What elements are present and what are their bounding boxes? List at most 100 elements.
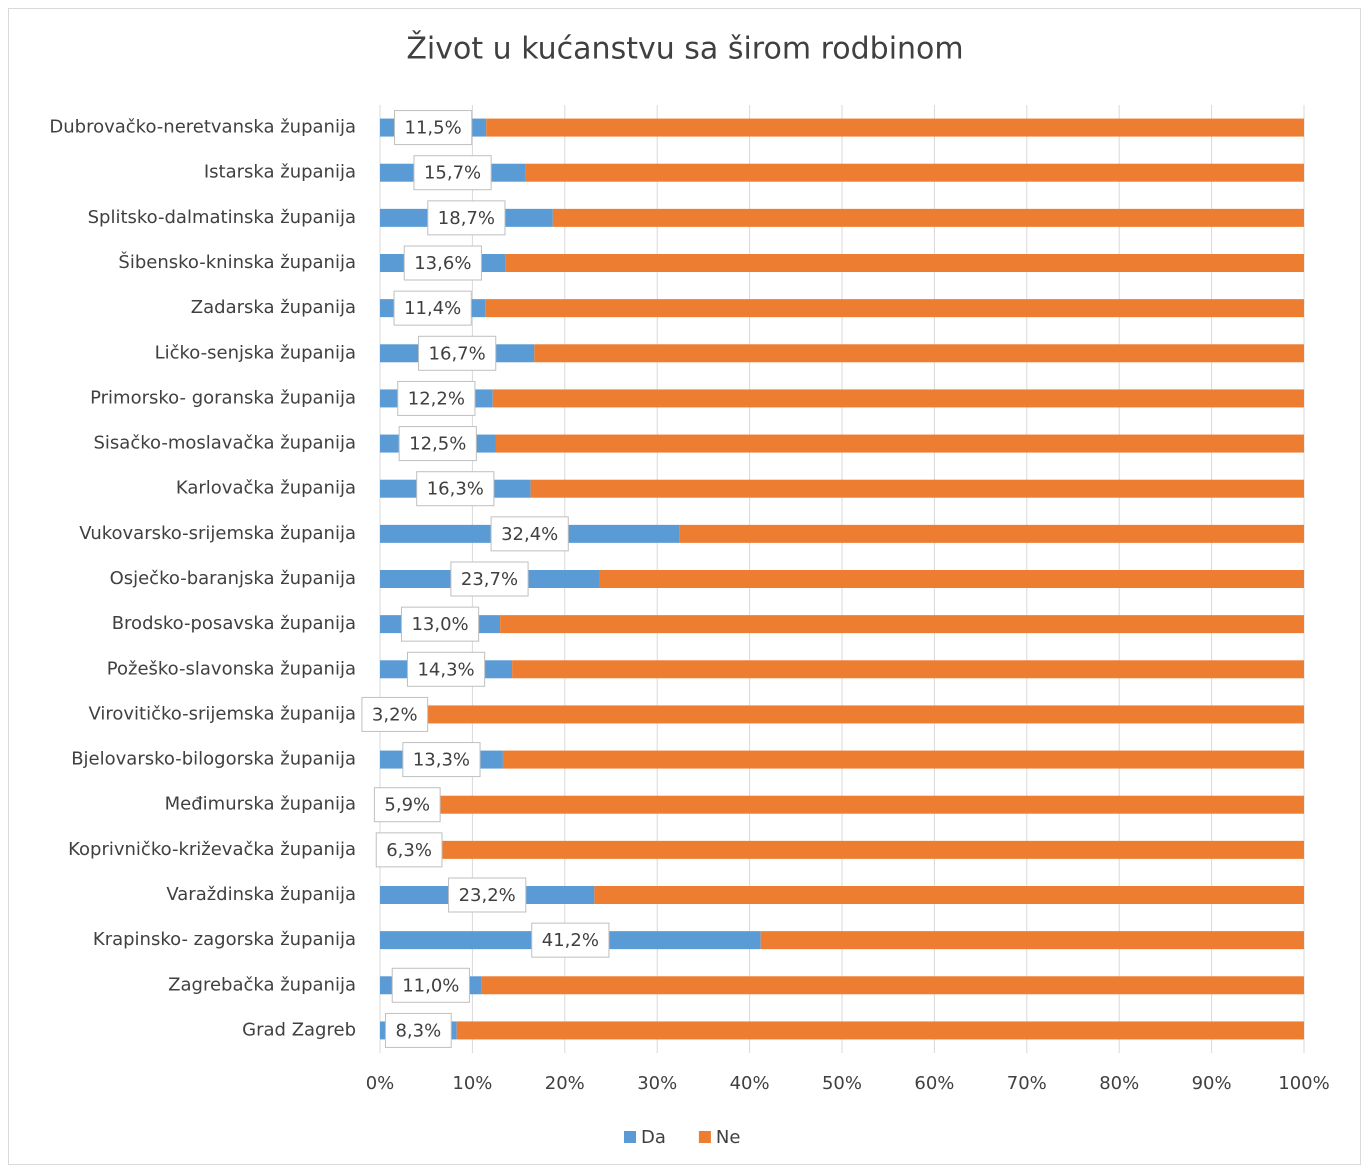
y-tick-label: Međimurska županija <box>165 794 356 815</box>
data-label-box <box>391 967 470 1003</box>
legend-swatch <box>698 1131 711 1143</box>
data-label-box <box>406 651 486 687</box>
y-tick-label: Dubrovačko-neretvanska županija <box>49 117 356 138</box>
data-label: 41,2% <box>531 922 610 958</box>
x-tick-label: 50% <box>822 1073 862 1094</box>
data-label-box <box>427 200 506 236</box>
x-tick-label: 80% <box>1099 1073 1139 1094</box>
chart-title: Život u kućanstvu sa širom rodbinom <box>406 31 963 67</box>
data-label-box <box>450 561 529 597</box>
data-label: 8,3% <box>384 1012 452 1048</box>
x-tick-label: 10% <box>452 1073 492 1094</box>
y-tick-label: Primorsko- goranska županija <box>90 387 356 408</box>
data-label-box <box>490 516 569 552</box>
data-label-box <box>400 606 480 642</box>
data-label: 13,6% <box>403 245 482 281</box>
bar-segment <box>502 750 1305 769</box>
y-tick-label: Koprivničko-križevačka županija <box>68 839 356 860</box>
y-tick-label: Osječko-baranjska županija <box>110 568 356 589</box>
data-label-text: 11,4% <box>404 298 461 319</box>
x-tick-label: 60% <box>914 1073 954 1094</box>
y-tick-label: Istarska županija <box>204 162 356 183</box>
legend-swatch <box>624 1131 636 1143</box>
data-label-text: 15,7% <box>424 163 481 184</box>
data-label-text: 11,5% <box>405 118 462 139</box>
y-tick-label: Bjelovarsko-bilogorska županija <box>71 749 356 770</box>
bar-segment <box>525 163 1304 182</box>
bar-segment <box>598 570 1304 588</box>
bar-segment <box>500 615 1304 634</box>
bar-segment <box>485 299 1304 318</box>
data-label: 13,0% <box>400 606 480 642</box>
data-label: 12,2% <box>397 380 476 416</box>
data-label-text: 13,3% <box>413 750 470 771</box>
data-label: 14,3% <box>406 651 486 687</box>
data-label-text: 41,2% <box>542 930 599 951</box>
data-label-text: 12,5% <box>409 434 466 455</box>
data-label-text: 8,3% <box>395 1020 441 1041</box>
bar-segment <box>760 931 1304 950</box>
x-tick-label: 30% <box>637 1073 677 1094</box>
data-label-box <box>393 290 472 326</box>
y-tick-label: Karlovačka županija <box>176 478 356 499</box>
bar-segment <box>481 976 1304 995</box>
data-label: 16,7% <box>418 335 497 371</box>
y-tick-label: Brodsko-posavska županija <box>112 613 356 634</box>
x-tick-label: 70% <box>1007 1073 1047 1094</box>
data-label-box <box>416 471 495 507</box>
data-label-box <box>398 426 477 462</box>
bar-segment <box>679 524 1304 543</box>
data-label-box <box>402 742 481 778</box>
bar-segment <box>409 705 1304 724</box>
y-tick-label: Sisačko-moslavačka županija <box>93 433 356 454</box>
bar-segment <box>434 795 1304 814</box>
data-label: 18,7% <box>427 200 506 236</box>
data-label-box <box>397 380 476 416</box>
data-label-box <box>531 922 610 958</box>
data-label-box <box>384 1012 452 1048</box>
x-tick-label: 0% <box>366 1073 395 1094</box>
data-label-text: 16,7% <box>429 343 486 364</box>
bar-segment <box>486 118 1304 137</box>
data-label-text: 3,2% <box>372 704 418 725</box>
bar-segment <box>456 1021 1304 1040</box>
bar-segment <box>492 389 1304 408</box>
x-tick-label: 90% <box>1192 1073 1232 1094</box>
data-label: 11,0% <box>391 967 470 1003</box>
data-label: 11,4% <box>393 290 472 326</box>
data-label-text: 6,3% <box>386 840 432 861</box>
data-label-text: 13,6% <box>414 253 471 274</box>
bar-segment <box>495 434 1304 453</box>
bar-segment <box>505 254 1304 272</box>
data-label: 13,3% <box>402 742 481 778</box>
y-tick-label: Varaždinska županija <box>166 884 356 905</box>
data-label-text: 14,3% <box>417 659 474 680</box>
data-label: 16,3% <box>416 471 495 507</box>
data-label-text: 11,0% <box>402 975 459 996</box>
data-label-box <box>448 877 527 913</box>
y-tick-label: Šibensko-kninska županija <box>118 251 356 273</box>
data-label-text: 5,9% <box>384 795 430 816</box>
data-label-text: 13,0% <box>411 614 468 635</box>
data-label-text: 16,3% <box>427 479 484 500</box>
y-tick-label: Ličko-senjska županija <box>155 342 356 363</box>
data-label: 6,3% <box>375 832 443 868</box>
x-tick-label: 40% <box>730 1073 770 1094</box>
data-label-text: 18,7% <box>438 208 495 229</box>
data-label: 5,9% <box>373 787 441 823</box>
data-label-box <box>418 335 497 371</box>
data-label-text: 32,4% <box>501 524 558 545</box>
data-label-box <box>361 696 429 732</box>
data-label: 3,2% <box>361 696 429 732</box>
data-label-box <box>403 245 482 281</box>
bar-segment <box>594 886 1304 904</box>
data-label-box <box>394 110 473 146</box>
bar-segment <box>512 660 1304 679</box>
y-tick-label: Vukovarsko-srijemska županija <box>79 523 356 544</box>
data-label-text: 12,2% <box>408 388 465 409</box>
x-tick-label: 20% <box>545 1073 585 1094</box>
y-tick-label: Zadarska županija <box>191 297 356 318</box>
y-tick-label: Požeško-slavonska županija <box>107 658 356 679</box>
y-tick-label: Krapinsko- zagorska županija <box>93 929 356 950</box>
